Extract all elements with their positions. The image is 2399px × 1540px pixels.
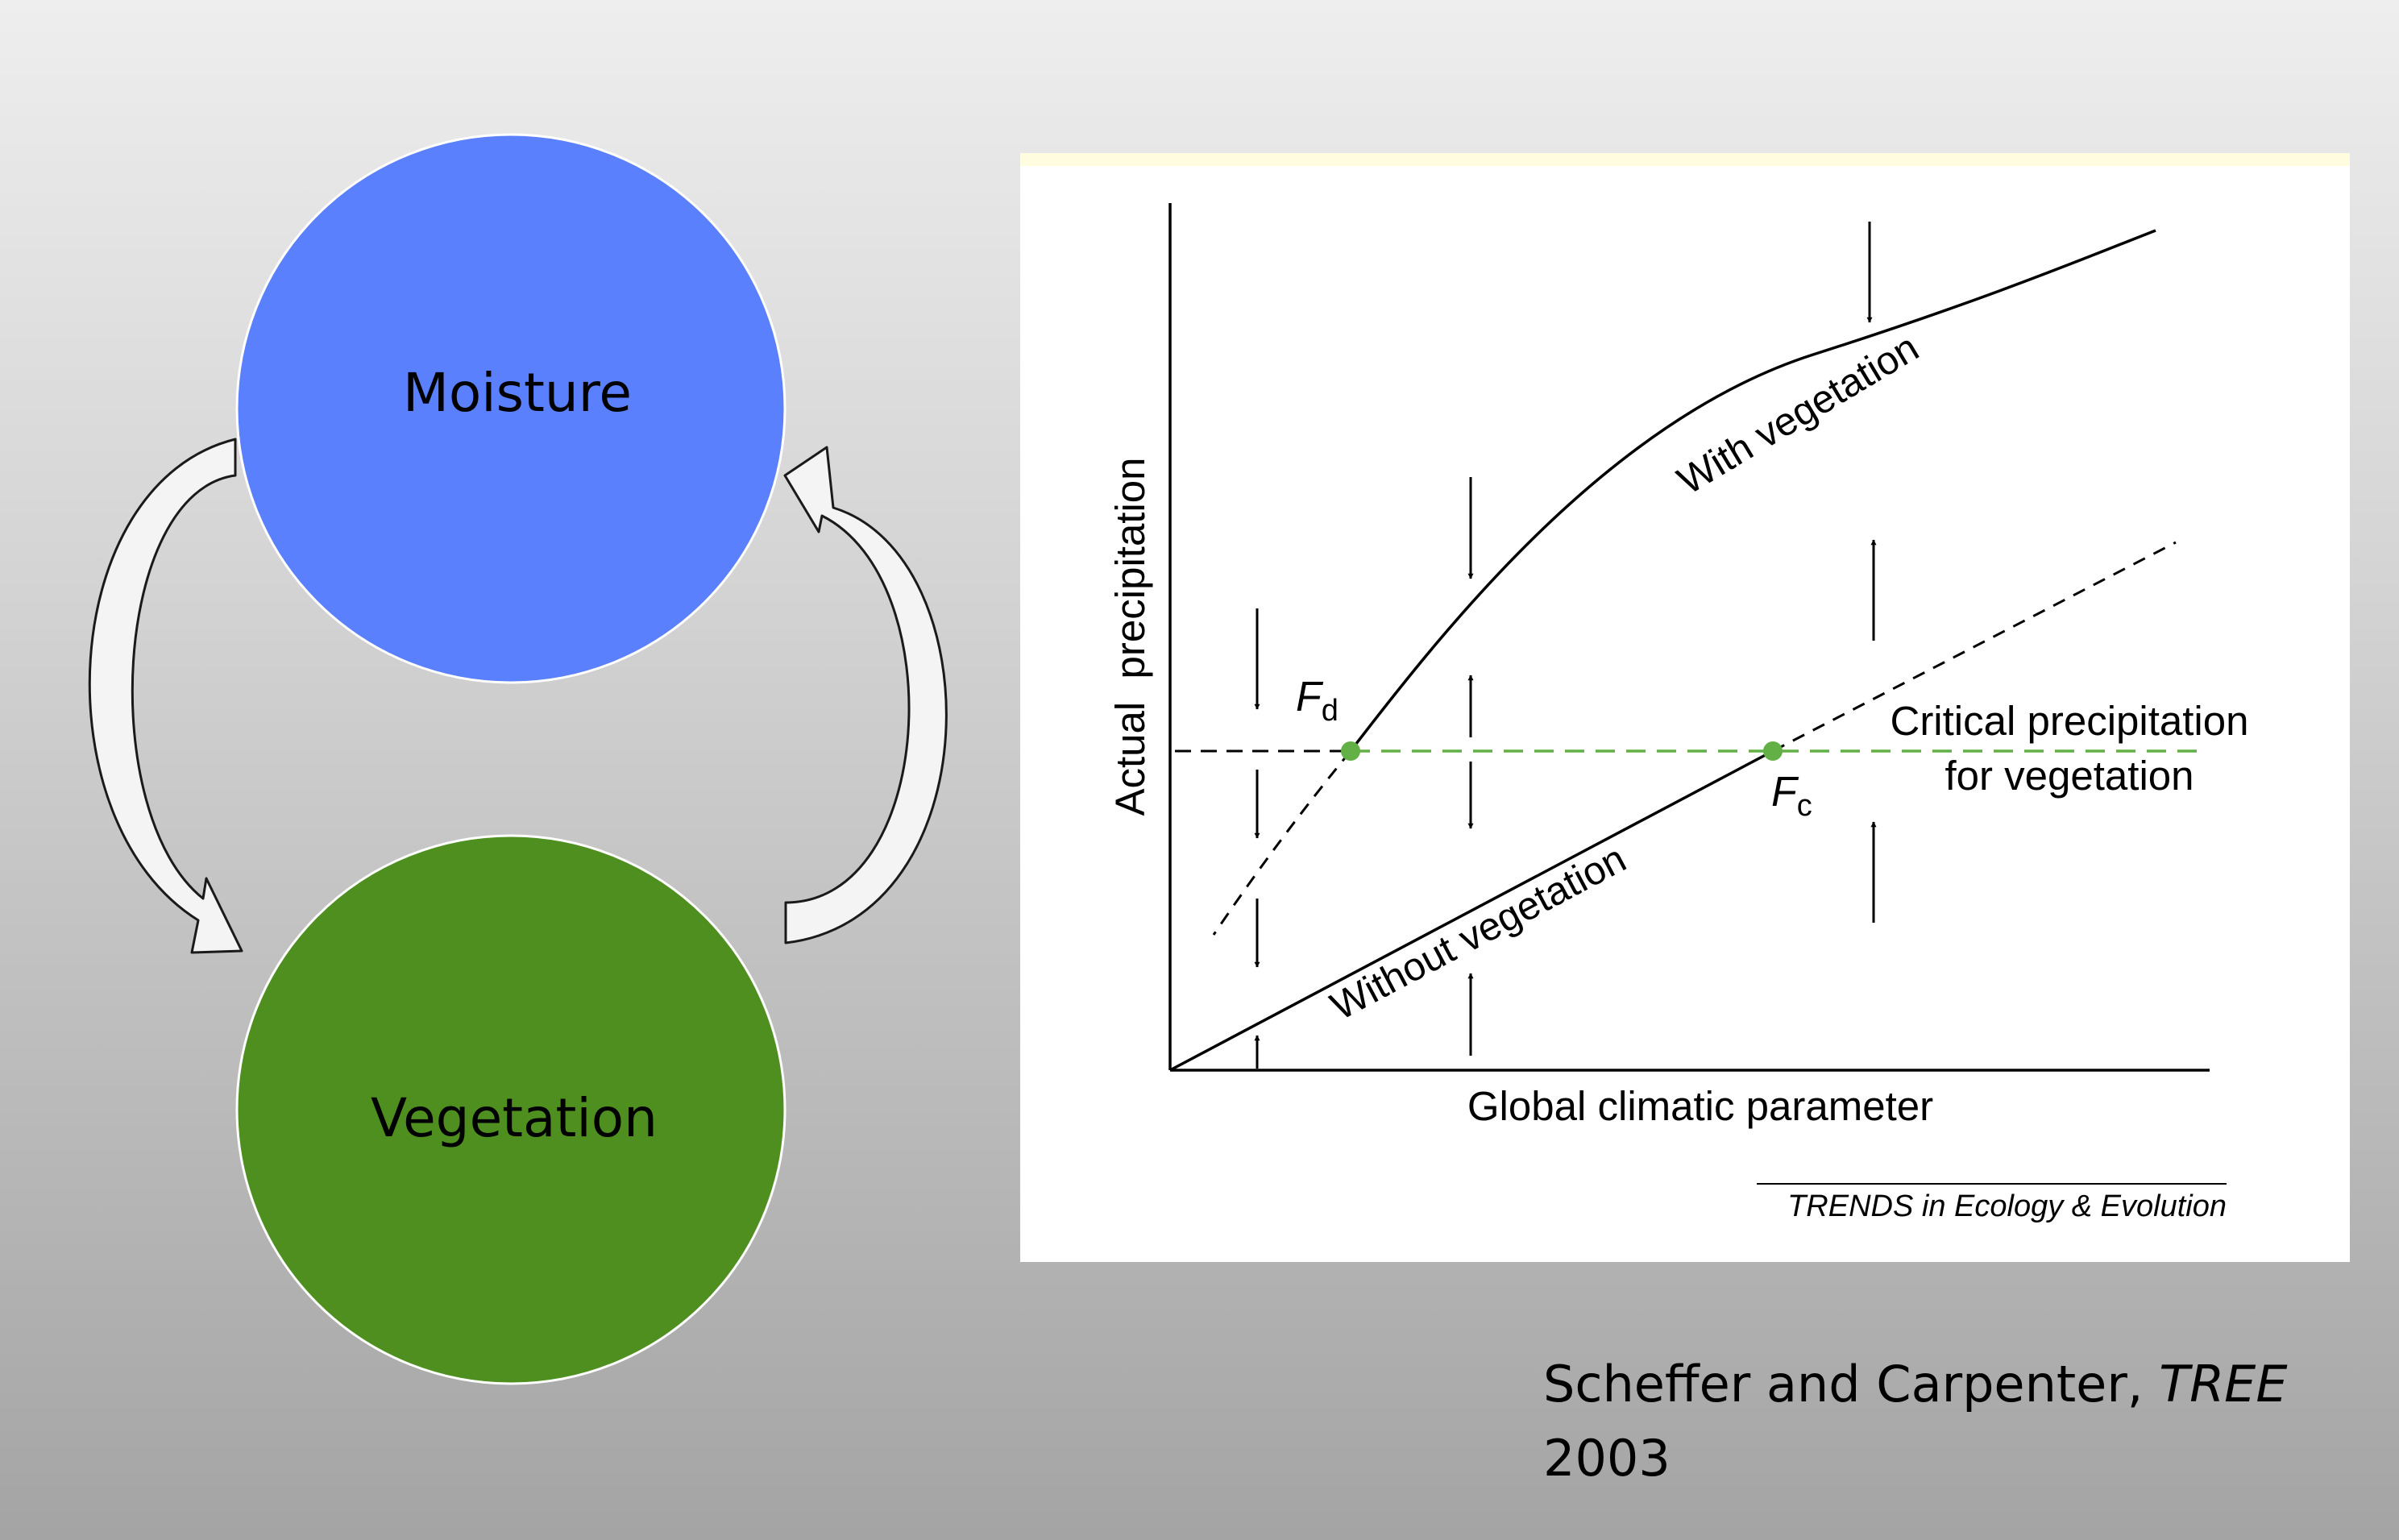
vegetation-circle: [235, 834, 787, 1385]
point-fc-subscript: c: [1797, 789, 1812, 823]
figure-top-highlight: [1020, 153, 2350, 166]
point-fd-subscript: d: [1322, 694, 1339, 728]
without-vegetation-curve: [1169, 749, 1774, 1072]
with-vegetation-unstable-branch: [1212, 750, 1352, 936]
citation: Scheffer and Carpenter, TREE 2003: [1543, 1347, 2349, 1496]
moisture-label: Moisture: [403, 362, 632, 424]
arrow-vegetation-to-moisture: [783, 446, 948, 944]
citation-year: 2003: [1543, 1429, 1671, 1488]
with-vegetation-curve: [1349, 229, 2156, 753]
point-fd: [1341, 741, 1360, 761]
citation-journal: TREE: [2159, 1355, 2288, 1413]
stability-arrows: [1254, 222, 1877, 1069]
vegetation-label: Vegetation: [371, 1087, 658, 1149]
arrow-moisture-to-vegetation: [88, 438, 243, 954]
citation-line1: Scheffer and Carpenter, TREE: [1543, 1347, 2349, 1422]
feedback-cycle: Moisture Vegetation: [88, 133, 948, 1385]
point-fc-main: F: [1771, 769, 1799, 816]
x-axis-label: Global climatic parameter: [1467, 1083, 1933, 1129]
figure-panel: Fd Fc With vegetation Without vegetation…: [1020, 153, 2350, 1262]
without-vegetation-unstable-branch: [1772, 541, 2177, 753]
point-fd-main: F: [1296, 674, 1324, 720]
point-fd-label: Fd: [1296, 674, 1339, 728]
citation-authors: Scheffer and Carpenter,: [1543, 1355, 2160, 1413]
threshold-label-line1: Critical precipitation: [1890, 698, 2248, 744]
point-fc: [1763, 741, 1783, 761]
threshold-label-line2: for vegetation: [1945, 753, 2194, 799]
source-label: TRENDS in Ecology & Evolution: [1787, 1189, 2227, 1223]
y-axis-label: Actual precipitation: [1107, 457, 1153, 816]
point-fc-label: Fc: [1771, 769, 1812, 823]
moisture-circle: [235, 133, 787, 684]
figure-background: [1020, 153, 2350, 1262]
